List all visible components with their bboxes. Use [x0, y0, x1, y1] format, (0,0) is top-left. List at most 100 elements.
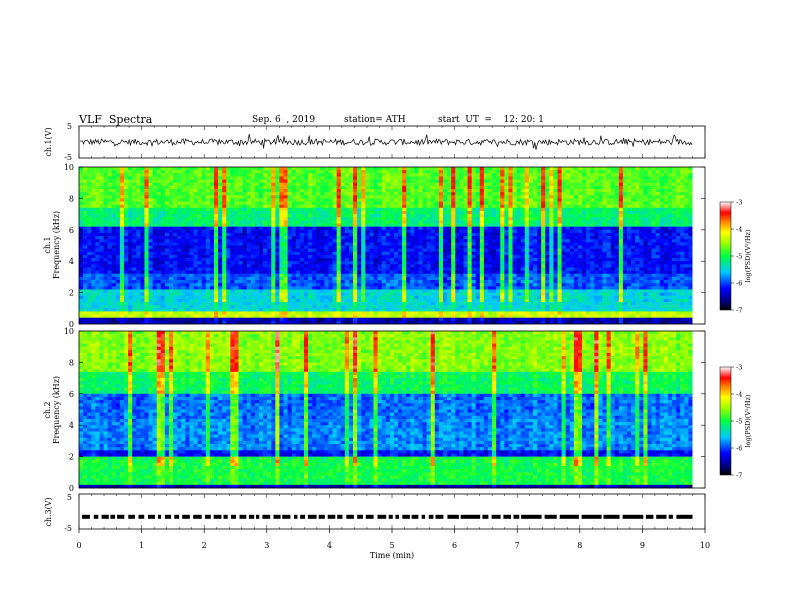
spectrogram-cell: [218, 239, 223, 243]
spectrogram-cell: [582, 239, 587, 243]
spectrogram-cell: [361, 182, 366, 187]
spectrogram-cell: [659, 201, 665, 205]
spectrogram-cell: [230, 223, 235, 227]
spectrogram-cell: [234, 242, 239, 246]
spectrogram-cell: [422, 214, 427, 218]
spectrogram-cell: [598, 210, 603, 215]
spectrogram-cell: [483, 239, 489, 243]
spectrogram-cell: [565, 214, 571, 218]
spectrogram-cell: [226, 223, 231, 227]
spectrogram-cell: [598, 232, 603, 237]
spectrogram-cell: [663, 239, 669, 243]
spectrogram-cell: [230, 245, 235, 249]
spectrogram-cell: [91, 207, 96, 212]
spectrogram-cell: [123, 198, 129, 202]
spectrogram-cell: [193, 220, 198, 224]
spectrogram-cell: [586, 232, 591, 237]
spectrogram-cell: [504, 167, 509, 171]
spectrogram-cell: [389, 254, 395, 259]
spectrogram-cell: [455, 195, 460, 199]
spectrogram-cell: [344, 170, 350, 174]
spectrogram-cell: [79, 254, 84, 259]
spectrogram-cell: [168, 229, 174, 234]
spectrogram-cell: [336, 239, 342, 243]
spectrogram-cell: [504, 264, 509, 268]
spectrogram-cell: [189, 267, 194, 271]
spectrogram-cell: [471, 217, 477, 221]
spectrogram-cell: [549, 214, 554, 218]
spectrogram-cell: [532, 223, 538, 227]
spectrogram-cell: [667, 226, 673, 231]
spectrogram-cell: [618, 264, 624, 268]
spectrogram-cell: [340, 195, 346, 199]
spectrogram-cell: [173, 185, 178, 190]
spectrogram-cell: [308, 258, 313, 262]
spectrogram-cell: [610, 229, 616, 234]
spectrogram-cell: [672, 214, 677, 218]
spectrogram-cell: [622, 261, 628, 265]
spectrogram-cell: [140, 204, 145, 209]
spectrogram-cell: [303, 264, 309, 268]
spectrogram-cell: [99, 201, 104, 205]
spectrogram-cell: [475, 167, 481, 171]
spectrogram-cell: [123, 188, 129, 193]
spectrogram-cell: [684, 188, 689, 193]
spectrogram-cell: [467, 198, 472, 202]
spectrogram-cell: [177, 195, 182, 199]
spectrogram-cell: [492, 251, 497, 256]
spectrogram-cell: [271, 182, 276, 187]
spectrogram-cell: [148, 176, 153, 180]
spectrogram-cell: [524, 258, 530, 262]
spectrogram-cell: [651, 170, 656, 174]
spectrogram-cell: [545, 232, 550, 237]
spectrogram-cell: [148, 220, 153, 224]
spectrogram-cell: [234, 192, 239, 196]
spectrogram-cell: [561, 201, 566, 205]
spectrogram-cell: [209, 223, 215, 227]
spectrogram-cell: [209, 270, 215, 275]
spectrogram-cell: [393, 254, 399, 259]
spectrogram-cell: [230, 204, 235, 209]
spectrogram-cell: [136, 214, 141, 218]
spectrogram-cell: [557, 245, 562, 249]
spectrogram-cell: [213, 223, 219, 227]
spectrogram-cell: [590, 258, 595, 262]
spectrogram-cell: [238, 261, 243, 265]
spectrogram-cell: [132, 251, 137, 256]
spectrogram-cell: [647, 214, 652, 218]
spectrogram-cell: [402, 214, 407, 218]
spectrogram-cell: [622, 251, 628, 256]
spectrogram-cell: [193, 232, 198, 237]
spectrogram-cell: [91, 192, 96, 196]
spectrogram-cell: [520, 254, 526, 259]
spectrogram-cell: [361, 176, 366, 180]
spectrogram-cell: [684, 251, 689, 256]
spectrogram-cell: [246, 232, 252, 237]
spectrogram-cell: [234, 264, 239, 268]
spectrogram-cell: [688, 248, 693, 253]
spectrogram-cell: [577, 261, 583, 265]
spectrogram-cell: [631, 242, 636, 246]
spectrogram-cell: [160, 223, 166, 227]
spectrogram-cell: [622, 179, 628, 183]
spectrogram-cell: [663, 176, 669, 180]
spectrogram-cell: [320, 258, 325, 262]
spectrogram-cell: [389, 192, 395, 196]
spectrogram-cell: [483, 254, 489, 259]
spectrogram-cell: [303, 210, 309, 215]
spectrogram-cell: [271, 220, 276, 224]
spectrogram-cell: [263, 261, 268, 265]
spectrogram-cell: [463, 170, 468, 174]
spectrogram-cell: [414, 188, 419, 193]
spectrogram-cell: [357, 192, 362, 196]
spectrogram-cell: [582, 264, 587, 268]
spectrogram-cell: [316, 226, 321, 231]
spectrogram-cell: [87, 176, 92, 180]
spectrogram-cell: [132, 214, 137, 218]
spectrogram-cell: [119, 195, 125, 199]
spectrogram-cell: [688, 226, 693, 231]
spectrogram-cell: [631, 214, 636, 218]
spectrogram-cell: [299, 192, 305, 196]
spectrogram-cell: [185, 217, 190, 221]
spectrogram-cell: [516, 258, 522, 262]
